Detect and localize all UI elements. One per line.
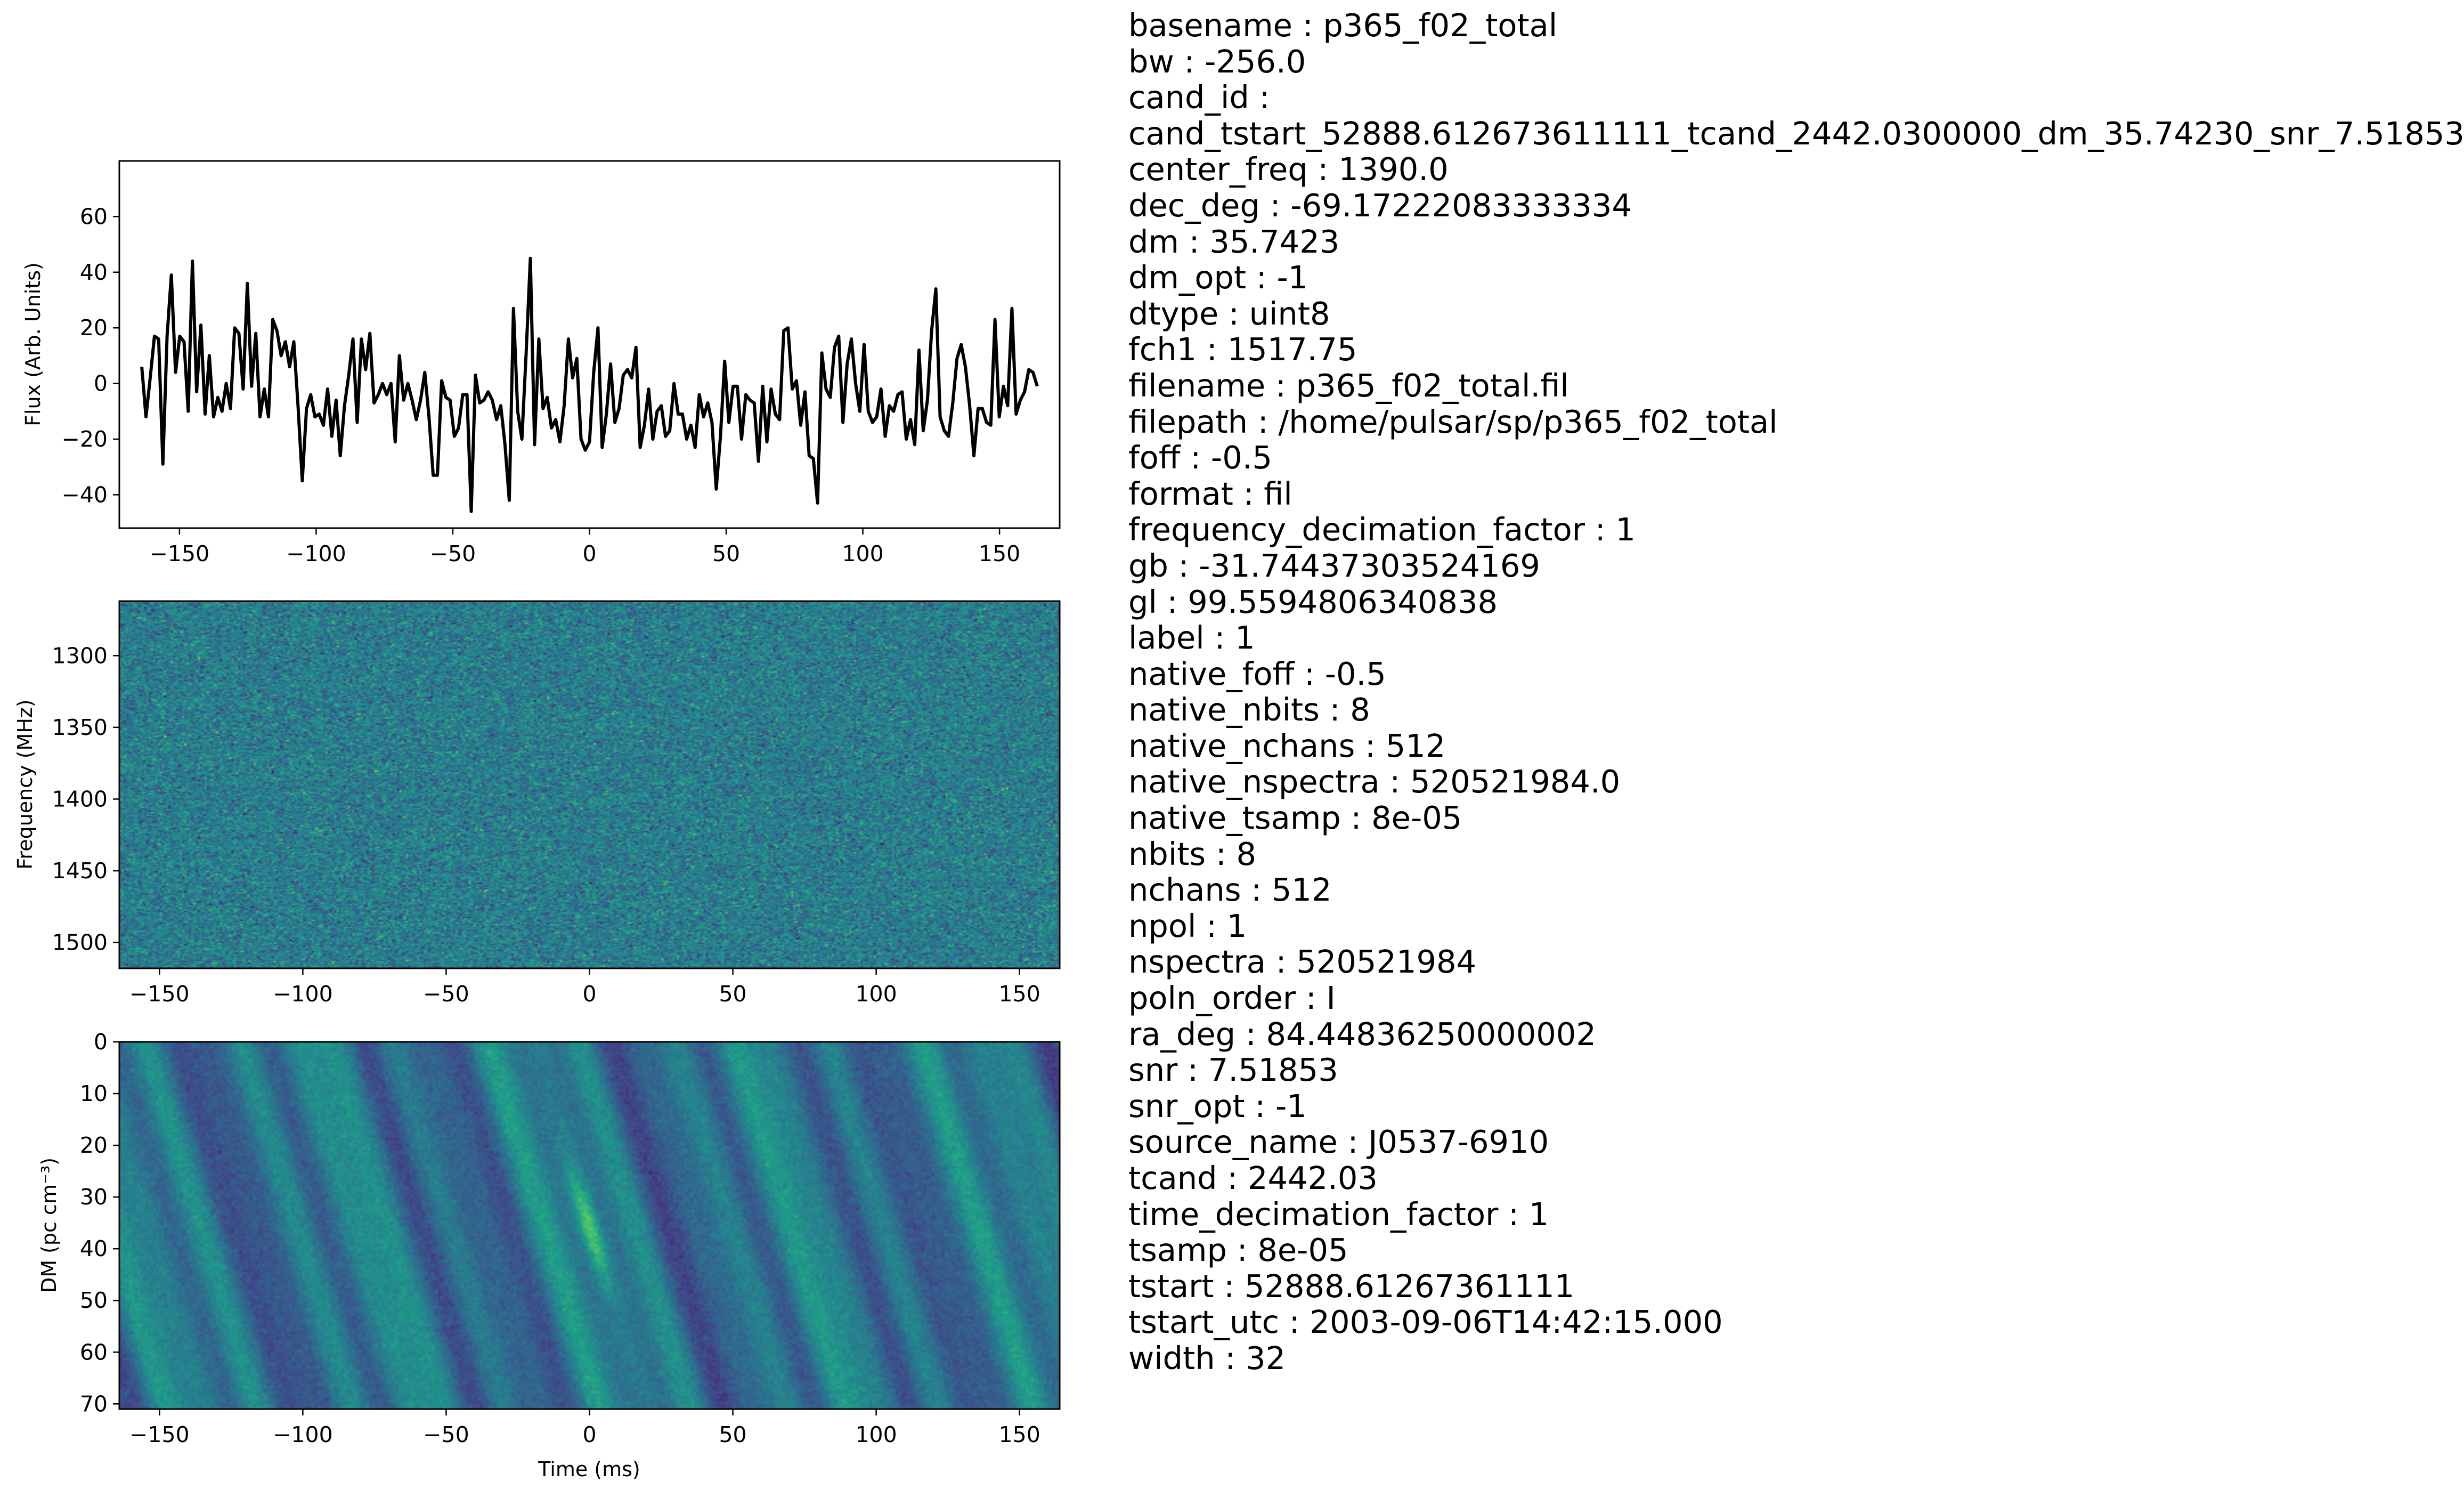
metadata-line: dm_opt : -1 xyxy=(1128,259,1308,296)
metadata-line: center_freq : 1390.0 xyxy=(1128,151,1449,188)
metadata-line: dtype : uint8 xyxy=(1128,295,1330,332)
y-tick-label: 1400 xyxy=(52,786,108,812)
metadata-line: native_nbits : 8 xyxy=(1128,691,1370,729)
metadata-line: nchans : 512 xyxy=(1128,871,1332,909)
y-tick-label: 1300 xyxy=(52,643,108,668)
x-tick-label: 50 xyxy=(719,981,746,1007)
x-tick-label: 50 xyxy=(719,1422,746,1447)
dm-time-panel: −150 −100 −50 0 50 100 150 0 10 20 30 40 50 60 70 DM … xyxy=(37,1029,1061,1481)
y-tick-label: 20 xyxy=(80,315,108,341)
metadata-line: ra_deg : 84.44836250000002 xyxy=(1128,1015,1596,1053)
y-tick-label: 50 xyxy=(80,1288,108,1313)
y-tick-label: 10 xyxy=(80,1081,108,1106)
metadata-line: bw : -256.0 xyxy=(1128,43,1306,80)
x-tick-label: 0 xyxy=(582,541,596,567)
x-tick-label: 150 xyxy=(999,1422,1040,1447)
metadata-line: label : 1 xyxy=(1128,619,1255,657)
dm-ylabel: DM (pc cm⁻³) xyxy=(37,1158,61,1293)
metadata-line: frequency_decimation_factor : 1 xyxy=(1128,511,1636,548)
dynamic-spectrum-heatmap xyxy=(119,601,1060,968)
metadata-line: nbits : 8 xyxy=(1128,835,1257,872)
x-tick-label: 150 xyxy=(999,981,1040,1007)
y-tick-label: 40 xyxy=(80,1236,108,1261)
y-tick-label: 60 xyxy=(80,204,108,229)
metadata-line: time_decimation_factor : 1 xyxy=(1128,1195,1549,1233)
metadata-line: snr_opt : -1 xyxy=(1128,1087,1307,1124)
metadata-line: source_name : J0537-6910 xyxy=(1128,1123,1549,1161)
metadata-line: native_nchans : 512 xyxy=(1128,727,1446,764)
metadata-line: native_nspectra : 520521984.0 xyxy=(1128,763,1621,800)
metadata-line: cand_id : xyxy=(1128,79,1270,116)
x-tick-label: −150 xyxy=(129,981,190,1007)
metadata-line: nspectra : 520521984 xyxy=(1128,943,1477,981)
y-tick-label: 0 xyxy=(94,371,108,396)
flux-plot-area xyxy=(119,161,1060,528)
y-tick-label: 60 xyxy=(80,1339,108,1365)
frequency-time-panel: −150 −100 −50 0 50 100 150 1300 1350 1400 1450 150… xyxy=(13,600,1061,1007)
metadata-line: filename : p365_f02_total.fil xyxy=(1128,367,1569,404)
metadata-line: foff : -0.5 xyxy=(1128,439,1273,476)
metadata-line: width : 32 xyxy=(1128,1339,1286,1377)
y-tick-label: 1450 xyxy=(52,858,108,884)
metadata-line: filepath : /home/pulsar/sp/p365_f02_tota… xyxy=(1128,403,1778,440)
metadata-line: snr : 7.51853 xyxy=(1128,1051,1338,1089)
x-tick-label: 100 xyxy=(855,981,897,1007)
metadata-line: dec_deg : -69.17222083333334 xyxy=(1128,187,1632,224)
x-tick-label: 0 xyxy=(582,1422,596,1447)
metadata-line: tstart : 52888.61267361111 xyxy=(1128,1267,1575,1305)
y-tick-label: 0 xyxy=(94,1029,108,1055)
y-tick-label: 40 xyxy=(80,260,108,285)
x-tick-label: 100 xyxy=(855,1422,897,1447)
x-tick-label: −150 xyxy=(129,1422,190,1447)
x-tick-label: −100 xyxy=(273,981,333,1007)
metadata-line: gb : -31.74437303524169 xyxy=(1128,547,1540,584)
x-tick-label: −100 xyxy=(286,541,346,567)
metadata-line: native_tsamp : 8e-05 xyxy=(1128,799,1462,837)
frequency-ylabel: Frequency (MHz) xyxy=(13,699,37,869)
flux-ylabel: Flux (Arb. Units) xyxy=(21,262,45,426)
metadata-line: format : fil xyxy=(1128,475,1292,512)
metadata-line: tcand : 2442.03 xyxy=(1128,1160,1378,1196)
y-tick-label: 70 xyxy=(80,1391,108,1417)
x-tick-label: −50 xyxy=(423,1422,469,1447)
metadata-line: gl : 99.5594806340838 xyxy=(1128,583,1498,620)
y-tick-label: 1500 xyxy=(52,930,108,956)
y-tick-label: −40 xyxy=(61,482,108,507)
metadata-line: basename : p365_f02_total xyxy=(1128,7,1558,44)
metadata-line: npol : 1 xyxy=(1128,907,1247,944)
y-tick-label: 30 xyxy=(80,1184,108,1210)
y-tick-label: 20 xyxy=(80,1132,108,1158)
x-tick-label: −100 xyxy=(273,1422,333,1447)
metadata-line: poln_order : I xyxy=(1128,980,1336,1017)
metadata-line: tstart_utc : 2003-09-06T14:42:15.000 xyxy=(1128,1304,1723,1341)
x-tick-label: −50 xyxy=(423,981,469,1007)
metadata-line: fch1 : 1517.75 xyxy=(1128,331,1357,368)
x-tick-label: −150 xyxy=(150,541,210,567)
metadata-line: tsamp : 8e-05 xyxy=(1128,1232,1348,1269)
metadata-line: dm : 35.7423 xyxy=(1128,223,1340,260)
metadata-line: native_foff : -0.5 xyxy=(1128,655,1386,692)
x-tick-label: 0 xyxy=(582,981,596,1007)
flux-series-line xyxy=(140,256,1039,513)
y-tick-label: 1350 xyxy=(52,715,108,740)
x-tick-label: 150 xyxy=(979,541,1020,567)
candidate-metadata-list: basename : p365_f02_total bw : -256.0 cand… xyxy=(1128,7,2464,1377)
y-tick-label: −20 xyxy=(61,426,108,452)
x-tick-label: 50 xyxy=(712,541,740,567)
time-xlabel: Time (ms) xyxy=(538,1458,640,1481)
dm-time-heatmap xyxy=(119,1042,1060,1409)
metadata-line: cand_tstart_52888.612673611111_tcand_244… xyxy=(1128,115,2464,152)
x-tick-label: −50 xyxy=(430,541,476,567)
x-tick-label: 100 xyxy=(842,541,883,567)
flux-timeseries-panel: −150 −100 −50 0 50 100 150 −40 −20 0 20 40 60 Flux … xyxy=(21,160,1061,567)
